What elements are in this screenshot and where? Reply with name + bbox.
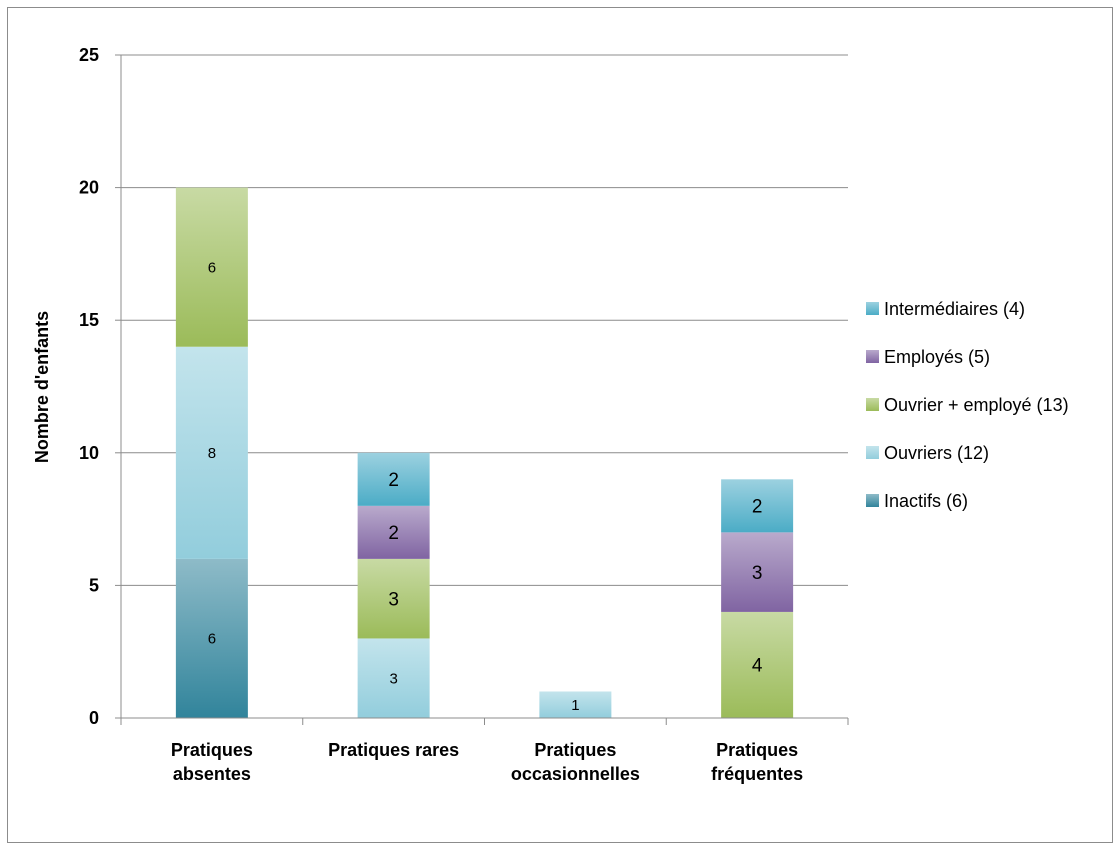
y-axis-label: Nombre d'enfants: [32, 311, 52, 463]
data-label-0-2: 6: [208, 259, 216, 276]
bar-segment-1-2: [357, 558, 430, 639]
bars: [175, 187, 794, 718]
chart-frame: [7, 7, 1113, 843]
data-label-0-0: 6: [208, 631, 216, 648]
axes: 0 5 10 15 20 25 Pratiques absentes Pratiques rar…: [79, 45, 849, 784]
data-label-3-3: 3: [752, 563, 763, 584]
legend-label-1: Ouvriers (12): [884, 443, 989, 463]
legend: Intermédiaires (4) Employés (5) Ouvrier + …: [866, 299, 1069, 511]
bar-segment-3-4: [721, 479, 794, 533]
legend-swatch-1: [866, 446, 879, 459]
bar-segment-1-1: [357, 638, 430, 718]
y-tick-label-15: 15: [79, 310, 99, 330]
legend-swatch-4: [866, 302, 879, 315]
data-label-1-3: 2: [388, 523, 399, 544]
y-tick-label-10: 10: [79, 443, 99, 463]
y-tick-label-5: 5: [89, 575, 99, 595]
y-tick-label-0: 0: [89, 708, 99, 728]
bar-segment-2-1: [539, 691, 612, 718]
legend-swatch-2: [866, 398, 879, 411]
data-label-1-1: 3: [389, 670, 397, 687]
legend-swatch-0: [866, 494, 879, 507]
data-label-3-2: 4: [752, 656, 763, 677]
bar-segment-1-3: [357, 505, 430, 559]
x-category-label-0: Pratiques absentes: [171, 740, 253, 784]
legend-label-0: Inactifs (6): [884, 491, 968, 511]
bar-segment-1-4: [357, 452, 430, 506]
bar-segment-3-3: [721, 532, 794, 612]
x-category-label-1: Pratiques rares: [328, 740, 459, 760]
bar-segment-3-2: [721, 611, 794, 718]
bar-segment-0-1: [175, 346, 248, 559]
data-label-3-4: 2: [752, 496, 763, 517]
x-category-label-2: Pratiques occasionnelles: [511, 740, 640, 784]
y-tick-label-25: 25: [79, 45, 99, 65]
data-label-0-1: 8: [208, 445, 216, 462]
y-tick-label-20: 20: [79, 178, 99, 198]
bar-segment-0-0: [175, 558, 248, 718]
data-labels: 6 8 6 3 3 2 2 1 4 3 2: [208, 259, 763, 714]
legend-swatch-3: [866, 350, 879, 363]
bar-segment-0-2: [175, 187, 248, 347]
data-label-1-2: 3: [388, 589, 399, 610]
data-label-1-4: 2: [388, 470, 399, 491]
legend-label-3: Employés (5): [884, 347, 990, 367]
legend-label-4: Intermédiaires (4): [884, 299, 1025, 319]
legend-label-2: Ouvrier + employé (13): [884, 395, 1069, 415]
x-category-label-3: Pratiques fréquentes: [711, 740, 803, 784]
data-label-2-1: 1: [571, 697, 579, 714]
